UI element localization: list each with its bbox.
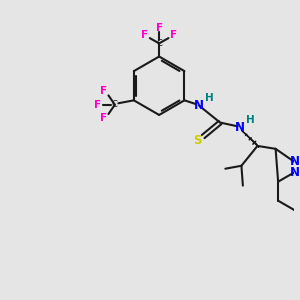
- Text: F: F: [141, 30, 148, 40]
- Polygon shape: [242, 130, 259, 147]
- Text: F: F: [170, 30, 177, 40]
- Text: S: S: [193, 134, 202, 147]
- Text: N: N: [290, 155, 300, 169]
- Text: H: H: [205, 93, 214, 103]
- Text: C: C: [156, 39, 162, 48]
- Text: N: N: [235, 121, 245, 134]
- Text: N: N: [290, 166, 300, 179]
- Text: C: C: [112, 100, 118, 109]
- Text: F: F: [100, 86, 108, 96]
- Text: F: F: [94, 100, 101, 110]
- Text: N: N: [194, 99, 204, 112]
- Text: H: H: [246, 116, 255, 125]
- Text: F: F: [100, 113, 108, 123]
- Text: F: F: [156, 23, 163, 33]
